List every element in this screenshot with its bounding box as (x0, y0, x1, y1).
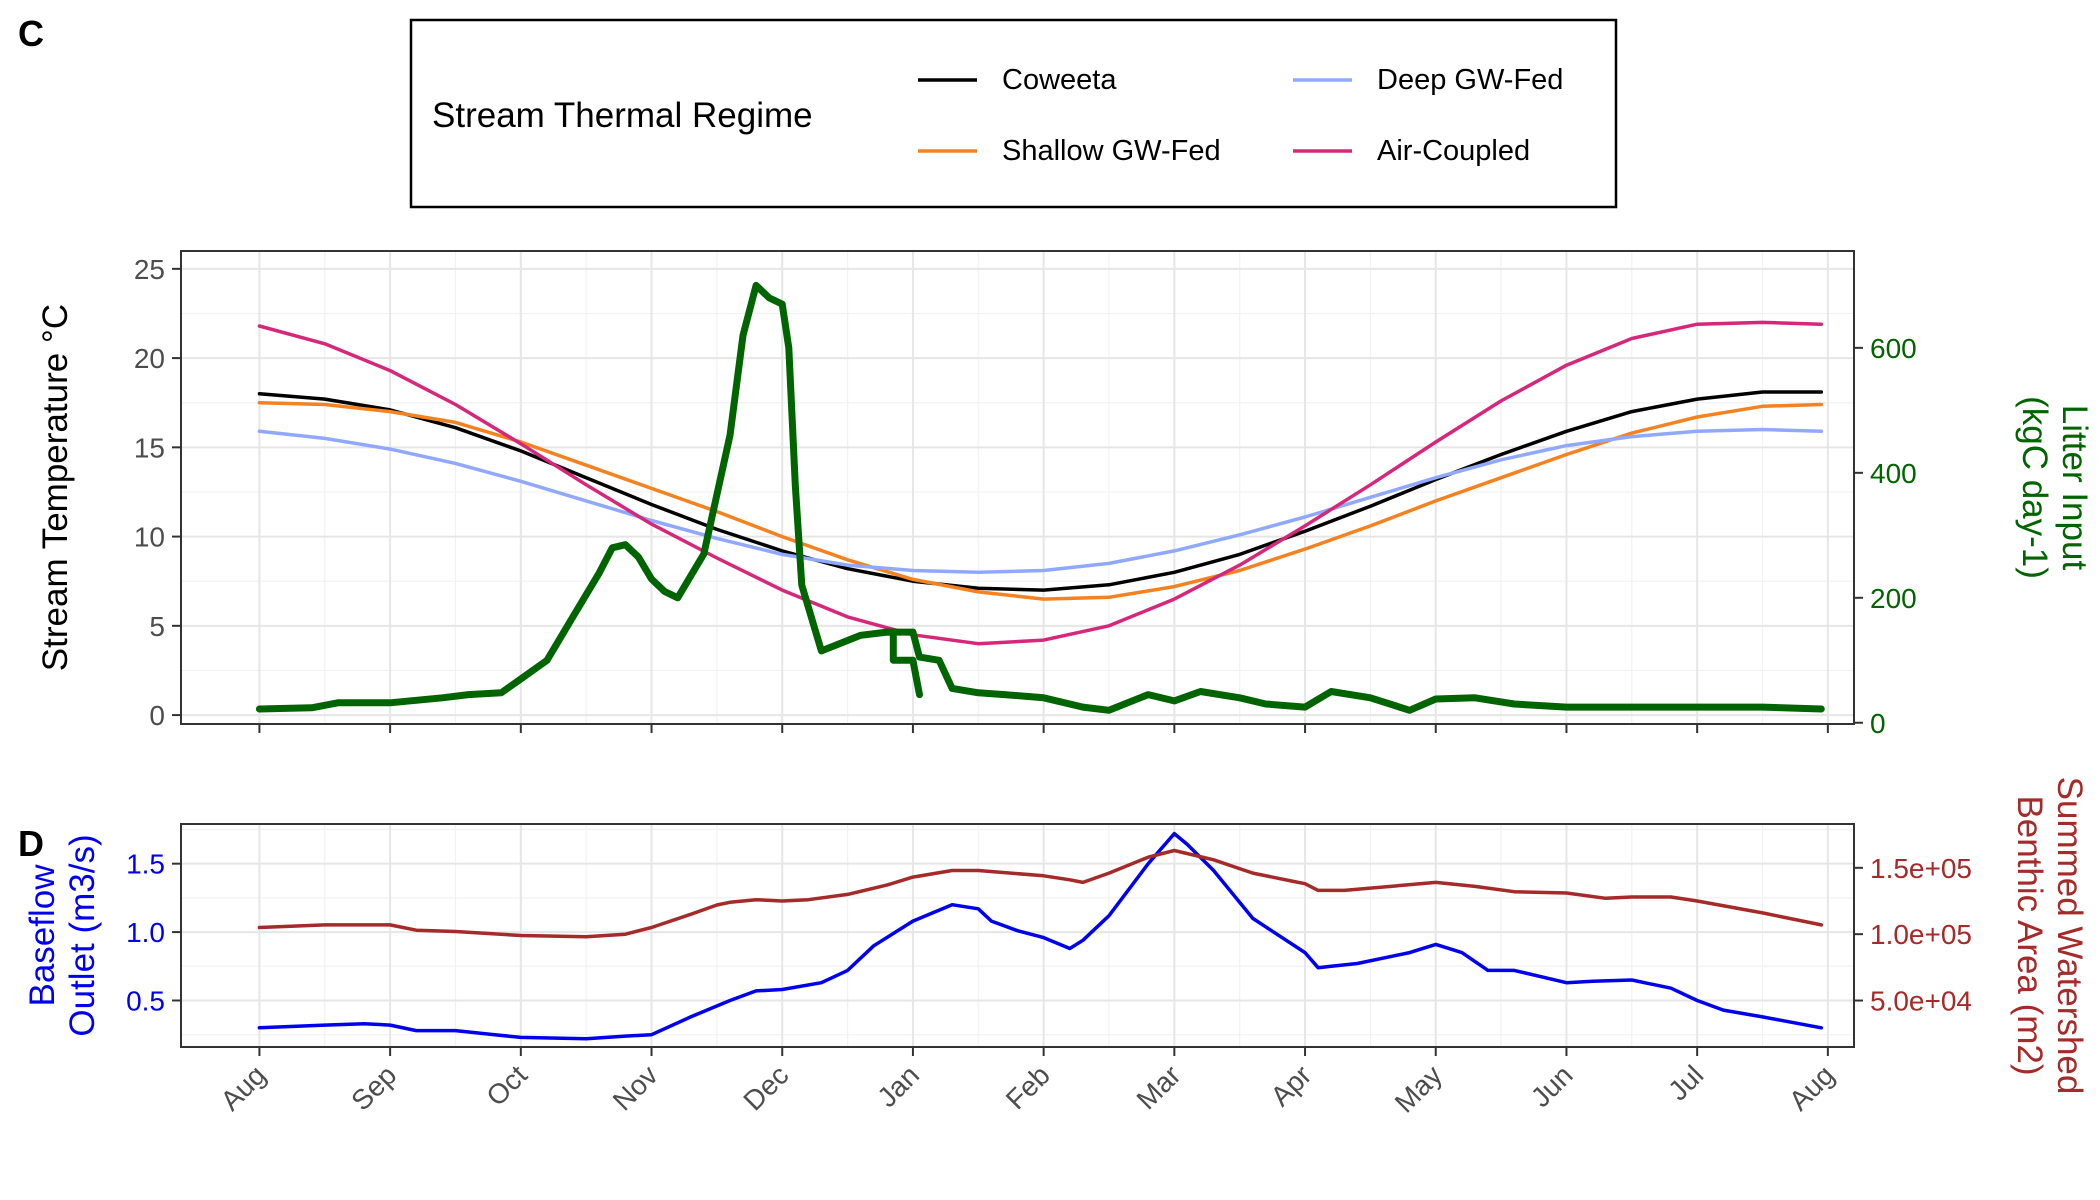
y-axis-title-left: BaseflowOutlet (m3/s) (23, 834, 102, 1036)
x-tick-label: Aug (1783, 1059, 1840, 1116)
panel-border (180, 823, 1855, 1048)
y-tick-label-left: 10 (134, 522, 165, 553)
legend-label-coweeta: Coweeta (1002, 64, 1117, 96)
series-group (255, 281, 1825, 714)
y-tick-label-left: 5 (149, 611, 165, 642)
y-axis-title-right-line: Summed Watershed (2050, 777, 2089, 1095)
panel-c-temperature-chart: 0 5 10 15 20 25 0 200 400 600 Stream Temperature °… (36, 250, 2094, 739)
y-tick-label-left: 1.5 (126, 849, 165, 880)
y-tick-label-right: 5.0e+04 (1870, 986, 1972, 1017)
x-tick-label: Sep (345, 1059, 402, 1116)
x-tick-label: Nov (607, 1059, 664, 1116)
x-tick-label: Apr (1265, 1059, 1318, 1112)
y-tick-label-left: 20 (134, 343, 165, 374)
series-line-deep-gw-fed (257, 427, 1824, 575)
x-tick-label: Dec (737, 1059, 794, 1116)
y-axis-title-left-line: Stream Temperature °C (36, 304, 75, 671)
plot-background (181, 824, 1854, 1047)
y-tick-label-left: 0.5 (126, 985, 165, 1016)
y-tick-label-left: 0 (149, 700, 165, 731)
plot-background (181, 251, 1854, 724)
series-line-summed-watershed-benthic-area (257, 848, 1824, 939)
x-tick-label: Aug (215, 1059, 272, 1116)
x-tick-label: Jun (1525, 1059, 1579, 1113)
y-axis-title-right-line: Litter Input (2055, 405, 2094, 571)
legend-label-air: Air-Coupled (1377, 135, 1530, 167)
x-tick-label: Jan (871, 1059, 925, 1113)
x-tick-label: May (1389, 1059, 1448, 1118)
panel-label-c: C (18, 13, 44, 54)
legend-title: Stream Thermal Regime (432, 96, 813, 135)
legend-label-shallow: Shallow GW-Fed (1002, 135, 1221, 167)
panel-d-baseflow-chart: 0.5 1.0 1.5 5.0e+04 1.0e+05 1.5e+05 Aug Sep Oct N… (23, 777, 2089, 1119)
series-line-litter-input (255, 281, 1825, 714)
y-axis-title-right: Litter Input(kgC day-1) (2015, 396, 2094, 579)
legend-box (409, 18, 1618, 209)
y-tick-label-left: 15 (134, 432, 165, 463)
x-tick-label: Feb (1000, 1059, 1056, 1115)
series-line-coweeta (257, 390, 1824, 592)
series-line-litter-input-step (883, 628, 923, 699)
legend: Stream Thermal Regime Coweeta Shallow GW… (409, 18, 1618, 209)
y-axis-title-right-line: Benthic Area (m2) (2010, 795, 2049, 1075)
y-axis-title-right-line: (kgC day-1) (2015, 396, 2054, 579)
y-axis-title-right: Summed WatershedBenthic Area (m2) (2010, 777, 2089, 1095)
y-tick-label-right: 1.0e+05 (1870, 919, 1972, 950)
y-tick-label-right: 1.5e+05 (1870, 853, 1972, 884)
x-tick-label: Jul (1662, 1059, 1709, 1106)
y-tick-label-right: 0 (1870, 708, 1886, 739)
y-tick-label-left: 1.0 (126, 917, 165, 948)
series-line-baseflow-outlet (257, 831, 1824, 1041)
series-line-air-coupled (257, 320, 1824, 646)
series-group (257, 831, 1824, 1041)
y-tick-label-left: 25 (134, 254, 165, 285)
y-axis-title-left-line: Baseflow (23, 864, 62, 1007)
y-axis-title-left-line: Outlet (m3/s) (63, 834, 102, 1036)
panel-label-d: D (18, 823, 44, 864)
y-tick-label-right: 400 (1870, 458, 1917, 489)
panel-border (180, 250, 1855, 725)
y-axis-title-left: Stream Temperature °C (36, 304, 75, 671)
x-tick-label: Oct (480, 1059, 533, 1112)
y-tick-label-right: 200 (1870, 583, 1917, 614)
y-tick-label-right: 600 (1870, 333, 1917, 364)
legend-label-deep: Deep GW-Fed (1377, 64, 1563, 96)
x-tick-label: Mar (1131, 1059, 1187, 1115)
